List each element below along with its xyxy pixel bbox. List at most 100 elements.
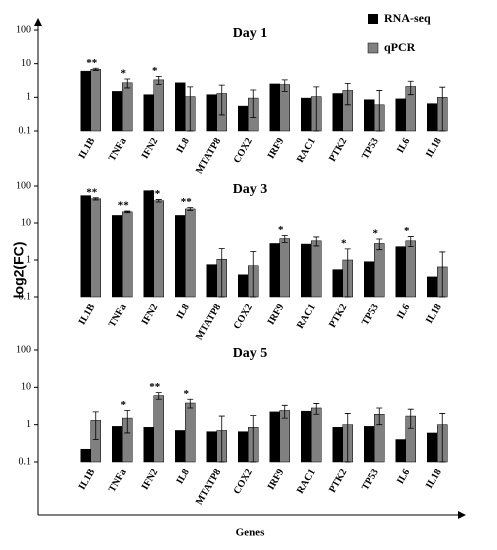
bar (206, 431, 217, 463)
y-tick-label: 1 (26, 419, 31, 430)
x-tick-label: IL8 (175, 136, 192, 155)
x-tick-label: TP53 (360, 302, 381, 327)
error-bar (250, 89, 257, 119)
error-bar (187, 207, 194, 211)
bar (206, 264, 217, 298)
bar (395, 98, 406, 132)
bar (90, 198, 101, 298)
y-tick-label: 10 (21, 382, 31, 393)
x-tick-label: TNFa (107, 302, 129, 329)
x-axis-label: Genes (236, 527, 265, 539)
y-tick-label: 0.1 (19, 125, 32, 136)
bar (301, 97, 312, 132)
bar (427, 276, 438, 298)
bar (405, 240, 416, 298)
bar (238, 105, 249, 132)
bar (122, 211, 133, 298)
significance-label: ** (149, 381, 161, 393)
x-tick-label: MTATP8 (194, 136, 223, 176)
significance-label: ** (86, 57, 98, 69)
x-tick-label: IL18 (424, 302, 444, 325)
y-tick-label: 0.1 (19, 291, 32, 302)
x-tick-label: IL1B (77, 302, 98, 327)
y-tick-label: 1 (26, 254, 31, 265)
error-bar (344, 82, 351, 106)
error-bar (439, 251, 446, 298)
bar (153, 200, 164, 298)
bar (238, 274, 249, 298)
x-tick-label: IL8 (175, 467, 192, 486)
x-tick-label: IFN2 (140, 467, 161, 492)
bar (80, 70, 91, 132)
bar (175, 82, 186, 132)
y-tick-label: 100 (16, 180, 31, 191)
chart-title: Day 5 (233, 346, 268, 361)
x-tick-label: COX2 (232, 136, 255, 165)
significance-label: * (341, 237, 347, 249)
x-tick-label: IL6 (395, 136, 412, 155)
error-bar (281, 79, 288, 92)
bar (122, 82, 133, 132)
error-bar (313, 86, 320, 132)
bar (143, 94, 154, 132)
bar (332, 427, 343, 463)
y-tick-label: 10 (21, 58, 31, 69)
bar (112, 91, 123, 132)
bar (269, 243, 280, 298)
x-tick-label: IL6 (395, 467, 412, 486)
x-tick-label: IL1B (77, 467, 98, 492)
bar (153, 395, 164, 463)
bar (269, 83, 280, 132)
bar (269, 411, 280, 463)
significance-label: ** (181, 196, 193, 208)
bar (364, 99, 375, 132)
significance-label: * (404, 225, 410, 237)
x-arrow (458, 511, 466, 519)
bar (153, 79, 164, 132)
bar (332, 93, 343, 132)
error-bar (313, 403, 320, 415)
bar (427, 432, 438, 463)
error-bar (218, 84, 225, 116)
bar (80, 195, 91, 298)
bar (301, 410, 312, 463)
y-arrow (34, 18, 42, 26)
bar (143, 427, 154, 463)
y-tick-label: 10 (21, 217, 31, 228)
x-tick-label: IL6 (395, 302, 412, 321)
bar (175, 215, 186, 298)
x-tick-label: TNFa (107, 467, 129, 494)
y-tick-label: 0.1 (19, 456, 32, 467)
x-tick-label: IRF9 (266, 302, 287, 327)
bar (185, 208, 196, 298)
x-tick-label: IL8 (175, 302, 192, 321)
x-tick-label: TNFa (107, 136, 129, 163)
error-bar (313, 236, 320, 247)
x-tick-label: RAC1 (295, 302, 318, 331)
y-tick-label: 100 (16, 344, 31, 355)
significance-label: * (184, 388, 190, 400)
x-tick-label: MTATP8 (194, 467, 223, 507)
error-bar (187, 398, 194, 409)
bar (427, 103, 438, 132)
significance-label: * (121, 399, 127, 411)
bar (238, 431, 249, 463)
significance-label: ** (86, 186, 98, 198)
x-tick-label: PTK2 (327, 467, 349, 495)
error-bar (250, 415, 257, 463)
bar (279, 238, 290, 298)
x-tick-label: IL18 (424, 136, 444, 159)
error-bar (218, 415, 225, 463)
bar (395, 439, 406, 463)
x-tick-label: PTK2 (327, 302, 349, 330)
significance-label: * (121, 68, 127, 80)
error-bar (124, 210, 131, 214)
error-bar (187, 86, 194, 132)
x-tick-label: RAC1 (295, 136, 318, 165)
significance-label: ** (149, 188, 161, 200)
significance-label: ** (118, 200, 130, 212)
error-bar (344, 413, 351, 463)
legend-label: qPCR (384, 40, 416, 54)
bar (143, 190, 154, 298)
error-bar (376, 238, 383, 251)
